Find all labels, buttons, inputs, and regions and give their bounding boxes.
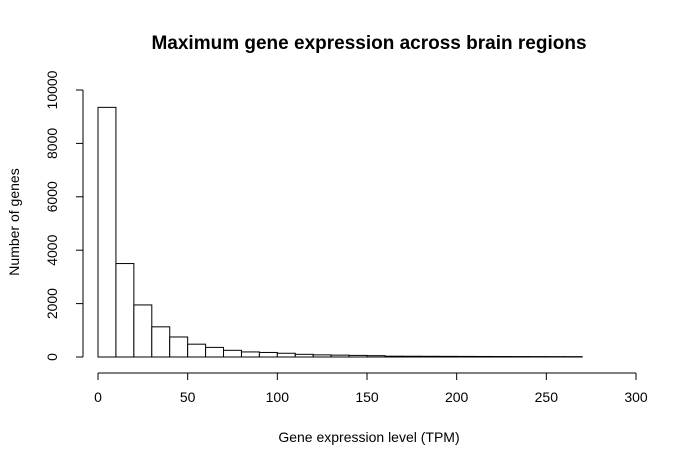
histogram-bar	[187, 343, 207, 358]
x-tick-label: 100	[266, 389, 290, 405]
y-tick-label: 6000	[44, 181, 60, 212]
histogram-bar	[420, 355, 440, 358]
histogram-bar	[438, 355, 458, 358]
x-tick-label: 50	[180, 389, 196, 405]
histogram-bar	[169, 336, 189, 358]
y-axis: 0 2000 4000 6000 8000 10000	[44, 70, 84, 361]
histogram-bar	[312, 354, 332, 358]
histogram-bar	[97, 106, 117, 358]
y-tick-label: 2000	[44, 288, 60, 319]
y-axis-label: Number of genes	[6, 168, 22, 275]
y-tick-label: 0	[44, 353, 60, 361]
histogram-bar	[240, 351, 260, 358]
histogram-bar	[330, 354, 350, 358]
y-tick-label: 4000	[44, 234, 60, 265]
x-tick-label: 0	[94, 389, 102, 405]
histogram-bar	[115, 263, 135, 358]
x-axis-label: Gene expression level (TPM)	[278, 429, 459, 445]
histogram-bar	[205, 346, 225, 358]
histogram-bar	[151, 326, 171, 358]
y-tick-label: 10000	[44, 70, 60, 109]
histogram-bar	[294, 353, 314, 358]
histogram-bar	[348, 354, 368, 358]
bars-group	[97, 106, 583, 358]
histogram-bar	[258, 351, 278, 358]
histogram-bar	[384, 355, 404, 358]
histogram-bar	[133, 304, 153, 358]
histogram-bar	[474, 355, 494, 358]
x-tick-label: 250	[535, 389, 559, 405]
histogram-bar	[402, 355, 422, 358]
x-axis: 0 50 100 150 200 250 300	[94, 372, 648, 405]
y-tick-label: 8000	[44, 128, 60, 159]
histogram-bar	[366, 355, 386, 358]
histogram-bar	[223, 349, 242, 358]
chart-title: Maximum gene expression across brain reg…	[151, 33, 586, 54]
x-tick-label: 300	[624, 389, 648, 405]
histogram-bar	[456, 355, 476, 358]
x-tick-label: 150	[355, 389, 379, 405]
x-tick-label: 200	[445, 389, 469, 405]
histogram-bar	[276, 352, 296, 358]
